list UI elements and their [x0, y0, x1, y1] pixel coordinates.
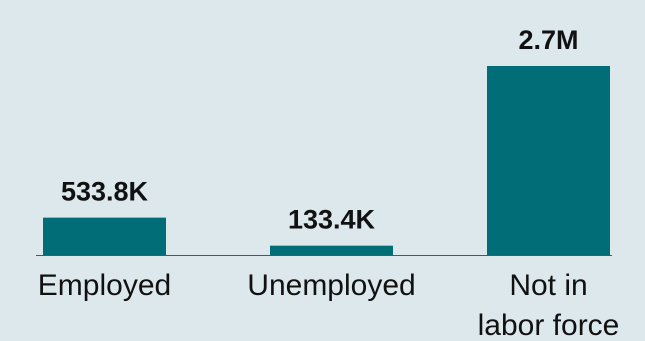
tick-label-line: Employed — [38, 269, 171, 302]
tick-label-not-in-labor-force: Not in labor force — [478, 269, 620, 341]
tick-label-line: Not in — [509, 269, 587, 302]
tick-label-line: labor force — [478, 309, 620, 341]
data-label-unemployed: 133.4K — [288, 205, 376, 235]
bar-employed — [43, 217, 166, 255]
data-label-employed: 533.8K — [61, 177, 149, 207]
tick-label-unemployed: Unemployed — [247, 269, 415, 302]
bar-unemployed — [270, 245, 393, 255]
data-label-not-in-labor-force: 2.7M — [518, 25, 578, 55]
bar-not-in-labor-force — [487, 66, 610, 255]
tick-label-employed: Employed — [38, 269, 171, 302]
tick-label-line: Unemployed — [247, 269, 415, 302]
